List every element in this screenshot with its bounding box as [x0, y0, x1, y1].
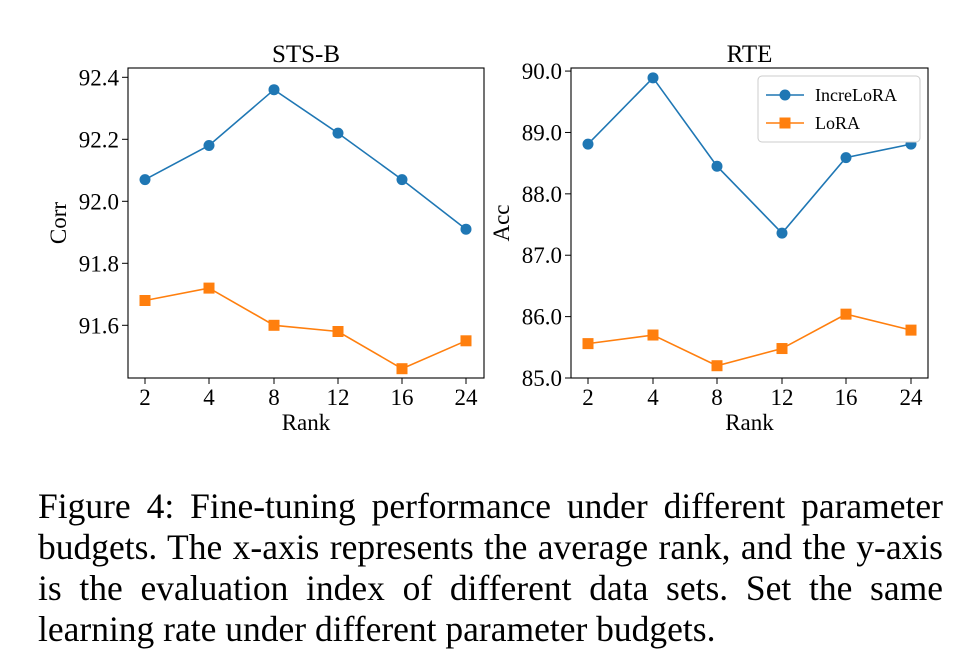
chart-title: RTE [727, 41, 773, 68]
y-tick-label: 92.0 [79, 189, 119, 214]
data-point-lora [396, 363, 408, 375]
plot-frame [127, 67, 485, 379]
data-point-increlora [840, 152, 852, 164]
y-tick-label: 85.0 [522, 366, 562, 391]
y-axis-label: Corr [46, 202, 71, 245]
x-tick-label: 4 [203, 385, 215, 410]
legend-label-lora: LoRA [815, 113, 860, 133]
legend-label-increlora: IncreLoRA [815, 85, 897, 105]
x-tick-label: 24 [900, 385, 924, 410]
y-axis-label: Acc [489, 204, 514, 241]
data-point-lora [460, 335, 472, 347]
x-tick-label: 12 [327, 385, 350, 410]
data-point-lora [268, 319, 280, 331]
x-tick-label: 2 [582, 385, 594, 410]
data-point-increlora [268, 84, 280, 96]
data-point-lora [776, 343, 788, 355]
data-point-increlora [203, 140, 215, 151]
x-tick-label: 2 [139, 385, 151, 410]
data-point-increlora [647, 72, 659, 84]
chart-title: STS-B [272, 41, 340, 68]
figure-caption: Figure 4: Fine-tuning performance under … [38, 486, 943, 649]
plot-frame [570, 67, 929, 379]
x-tick-label: 24 [455, 385, 479, 410]
data-point-lora [582, 338, 594, 350]
data-point-lora [905, 324, 917, 336]
series-line-increlora [144, 88, 467, 230]
x-tick-label: 16 [391, 385, 414, 410]
x-tick-label: 4 [647, 385, 659, 410]
x-tick-label: 12 [771, 385, 794, 410]
series-line-lora [144, 287, 467, 370]
x-tick-label: 16 [835, 385, 858, 410]
figure-charts: STS-B91.691.892.092.292.42 4 8 12 16 24RankCo… [46, 41, 929, 435]
legend-marker-lora [779, 117, 791, 129]
legend: IncreLoRA LoRA [757, 75, 921, 143]
chart-panel-1: STS-B91.691.892.092.292.42 4 8 12 16 24RankCo… [46, 41, 485, 435]
y-tick-label: 88.0 [522, 182, 562, 207]
data-point-increlora [776, 227, 788, 239]
y-tick-label: 90.0 [522, 59, 562, 84]
data-point-increlora [332, 127, 344, 139]
y-tick-label: 89.0 [522, 120, 562, 145]
x-tick-label: 8 [268, 385, 280, 410]
y-tick-label: 92.2 [79, 127, 119, 152]
series-line-increlora [587, 76, 912, 235]
x-axis-label: Rank [282, 410, 331, 435]
series-line-lora [587, 313, 912, 367]
data-point-increlora [139, 174, 151, 186]
x-tick-label: 8 [711, 385, 723, 410]
y-tick-label: 92.4 [79, 65, 120, 90]
data-point-lora [203, 282, 215, 294]
data-point-lora [332, 326, 344, 337]
y-tick-label: 91.6 [79, 313, 119, 338]
legend-marker-increlora [779, 89, 791, 101]
x-axis-label: Rank [725, 410, 774, 435]
data-point-lora [711, 360, 723, 372]
data-point-increlora [396, 174, 408, 186]
data-point-increlora [460, 223, 472, 235]
data-point-lora [647, 329, 659, 341]
y-tick-label: 87.0 [522, 243, 562, 268]
data-point-lora [139, 295, 151, 306]
data-point-lora [840, 308, 852, 320]
data-point-increlora [582, 138, 594, 150]
legend-box [757, 75, 921, 143]
data-point-increlora [711, 160, 723, 172]
y-tick-label: 91.8 [79, 251, 119, 276]
y-tick-label: 86.0 [522, 305, 562, 330]
